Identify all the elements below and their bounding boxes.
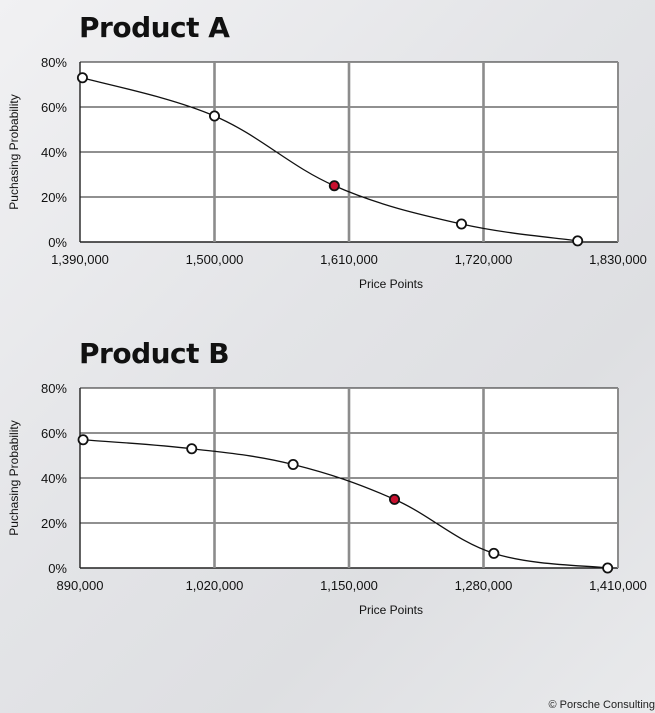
copyright-notice: © Porsche Consulting <box>548 699 655 711</box>
x-tick-label: 1,500,000 <box>186 252 244 267</box>
x-tick-label: 1,390,000 <box>51 252 109 267</box>
y-tick-label: 80% <box>41 55 67 70</box>
y-tick-label: 40% <box>41 471 67 486</box>
chart-product-a: 0% 20% 40% 60% 80% 1,390,000 1,500,000 1,610,00… <box>7 55 647 291</box>
data-point <box>488 547 500 559</box>
y-tick-label: 60% <box>41 100 67 115</box>
y-tick-label: 0% <box>48 235 67 250</box>
x-tick-label: 1,020,000 <box>186 578 244 593</box>
data-point <box>76 72 88 84</box>
data-point <box>77 434 89 446</box>
y-tick-label: 40% <box>41 145 67 160</box>
data-point-highlighted <box>328 180 340 192</box>
chart-title-product-b: Product B <box>79 337 230 370</box>
chart-title-product-a: Product A <box>79 11 230 44</box>
data-point <box>602 562 614 574</box>
data-point <box>572 235 584 247</box>
series-line <box>83 439 608 569</box>
y-axis-title: Puchasing Probability <box>7 420 21 535</box>
y-tick-label: 20% <box>41 190 67 205</box>
data-point <box>455 218 467 230</box>
chart-product-b: 0% 20% 40% 60% 80% 890,000 1,020,000 1,150,000 1… <box>7 381 647 617</box>
x-tick-label: 1,410,000 <box>589 578 647 593</box>
x-axis-title: Price Points <box>359 603 423 617</box>
x-tick-label: 1,280,000 <box>455 578 513 593</box>
data-point-highlighted <box>389 493 401 505</box>
y-tick-label: 20% <box>41 516 67 531</box>
x-tick-label: 890,000 <box>57 578 104 593</box>
x-tick-label: 1,150,000 <box>320 578 378 593</box>
y-tick-label: 60% <box>41 426 67 441</box>
y-tick-label: 80% <box>41 381 67 396</box>
x-tick-label: 1,610,000 <box>320 252 378 267</box>
data-point <box>186 443 198 455</box>
data-point <box>287 459 299 471</box>
x-tick-label: 1,720,000 <box>455 252 513 267</box>
x-tick-label: 1,830,000 <box>589 252 647 267</box>
data-point <box>208 110 220 122</box>
y-tick-label: 0% <box>48 561 67 576</box>
y-axis-title: Puchasing Probability <box>7 94 21 209</box>
x-axis-title: Price Points <box>359 277 423 291</box>
